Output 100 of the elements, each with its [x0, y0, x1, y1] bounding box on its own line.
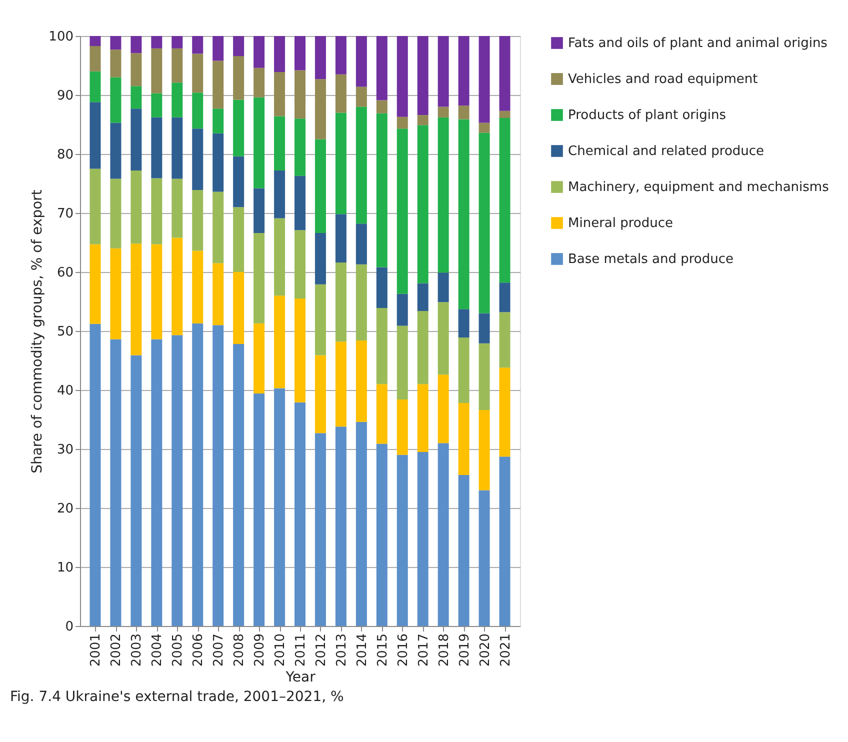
bar [499, 118, 510, 283]
bar [335, 36, 346, 74]
bar [376, 384, 388, 444]
y-tick-label: 90 [56, 88, 74, 104]
bar [274, 116, 286, 171]
bar [356, 422, 367, 626]
bar [499, 368, 510, 457]
bar [151, 117, 162, 178]
bar [335, 74, 346, 113]
bar [438, 117, 449, 273]
bar [438, 374, 449, 444]
bar [233, 100, 244, 156]
legend-label: Products of plant origins [568, 108, 726, 123]
bar [151, 339, 162, 626]
bar [254, 188, 265, 234]
legend-label: Mineral produce [568, 216, 674, 231]
y-tick-label: 30 [56, 442, 74, 458]
bar [172, 238, 183, 336]
bar [294, 402, 306, 626]
bar [376, 113, 388, 268]
bar [90, 324, 101, 626]
bar [335, 112, 346, 214]
bar [458, 106, 470, 120]
bar [192, 92, 204, 129]
bar [417, 115, 428, 126]
legend-label: Vehicles and road equipment [568, 72, 758, 87]
bar [212, 133, 224, 192]
x-tick-label: 2017 [416, 634, 432, 667]
y-tick-label: 40 [56, 384, 74, 398]
bar [458, 474, 470, 626]
bar [130, 170, 142, 244]
bar [130, 86, 142, 109]
bar [376, 308, 388, 384]
y-tick-label: 80 [56, 148, 74, 162]
legend-label: Machinery, equipment and mechanisms [568, 180, 830, 195]
x-tick-label: 2016 [396, 634, 411, 667]
bar [192, 190, 204, 251]
bar [314, 139, 326, 234]
x-tick-label: 2008 [232, 634, 248, 667]
bar [172, 36, 183, 48]
bar [233, 272, 244, 344]
legend-label: Base metals and produce [568, 252, 734, 267]
bar [233, 344, 244, 626]
bar [172, 48, 183, 83]
bar [478, 313, 490, 344]
bar [314, 233, 326, 284]
y-tick-label: 20 [56, 502, 74, 516]
bar [294, 70, 306, 119]
bar [254, 36, 265, 68]
y-tick-label: 10 [56, 560, 74, 576]
bar [396, 326, 408, 400]
caption: Fig. 7.4 Ukraine's external trade, 2001–2021, % [10, 689, 344, 706]
bar [274, 218, 286, 296]
bar [110, 77, 122, 123]
x-tick-label: 2019 [457, 634, 472, 667]
bar [396, 128, 408, 294]
bar [499, 110, 510, 118]
bar [294, 36, 306, 70]
y-tick-label: 0 [65, 620, 74, 634]
bar [212, 108, 224, 134]
bar [151, 36, 162, 48]
x-tick-label: 2010 [273, 634, 288, 667]
bar [356, 264, 367, 340]
bar [314, 433, 326, 626]
bar [314, 36, 326, 80]
bar [376, 444, 388, 626]
bar [376, 267, 388, 308]
bar [438, 302, 449, 375]
bar [396, 399, 408, 455]
bar [458, 36, 470, 106]
bar [212, 325, 224, 626]
bar [274, 36, 286, 72]
bar [130, 36, 142, 54]
bar [376, 100, 388, 114]
bar [458, 309, 470, 338]
bar [335, 342, 346, 427]
x-tick-label: 2021 [498, 634, 514, 667]
bar [314, 284, 326, 356]
bar [438, 272, 449, 302]
bar [212, 192, 224, 264]
bar [499, 36, 510, 111]
x-tick-label: 2002 [109, 634, 124, 667]
bar [417, 452, 428, 626]
x-tick-label: 2013 [334, 634, 350, 667]
x-tick-label: 2006 [191, 634, 206, 667]
bar [417, 125, 428, 284]
bar [478, 410, 490, 490]
bar [254, 323, 265, 394]
bar [172, 178, 183, 238]
bar [335, 426, 346, 626]
bar [376, 36, 388, 100]
bar [438, 106, 449, 118]
bar [294, 176, 306, 230]
bar [274, 296, 286, 388]
bar [151, 178, 162, 244]
bar [151, 93, 162, 118]
bar [356, 36, 367, 87]
y-tick-label: 70 [56, 206, 74, 222]
bar [314, 355, 326, 434]
bar [499, 282, 510, 312]
